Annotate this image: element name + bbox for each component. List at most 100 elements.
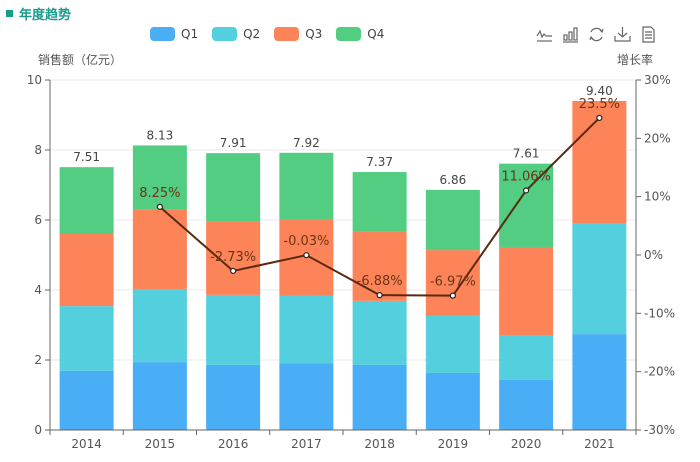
download-icon [614,27,631,42]
bar-q2-2019 [425,315,480,373]
data-view-icon [642,26,655,43]
data-labels: 7.51 8.13 7.91 7.92 7.37 6.86 7.61 9.40 8.25% -2.… [73,84,620,290]
growth-point-2017 [303,252,310,259]
legend-label-q2: Q2 [243,27,261,41]
total-label-2017: 7.92 [293,136,320,150]
total-label-2020: 7.61 [513,147,540,161]
x-tick-label: 2021 [584,437,615,451]
y-tick-label: 4 [34,283,42,297]
total-label-2015: 8.13 [147,128,174,142]
legend-label-q1: Q1 [181,27,199,41]
bar-q1-2015 [132,362,187,430]
bar-q1-2018 [352,364,407,430]
y-axis-title: 销售额（亿元） [38,53,123,67]
data-view-button[interactable] [640,26,657,43]
bar-q4-2018 [352,172,407,232]
bar-q4-2019 [425,189,480,251]
bar-q2-2020 [499,335,554,380]
growth-label-2021: 23.5% [579,97,620,112]
bar-q3-2020 [499,246,554,336]
restore-icon [589,27,604,42]
x-tick-label: 2018 [364,437,395,451]
legend-label-q4: Q4 [367,27,385,41]
legend-item-q4[interactable]: Q4 [336,27,384,41]
bar-q3-2019 [425,250,480,316]
chart-toolbar [536,26,657,43]
y2-axis-title: 增长率 [617,53,654,67]
bar-q2-2014 [59,306,114,371]
bar-q4-2014 [59,167,114,234]
x-tick-label: 2020 [511,437,542,451]
bar-q2-2016 [206,294,261,365]
line-chart-button[interactable] [536,26,553,43]
x-tick-label: 2017 [291,437,322,451]
save-image-button[interactable] [614,26,631,43]
growth-point-2019 [449,292,456,299]
restore-button[interactable] [588,26,605,43]
y-tick-label: 2 [34,353,42,367]
y-tick-label: 6 [34,213,42,227]
legend-swatch-q3 [274,27,300,41]
bar-q1-2019 [425,372,480,430]
y2-tick-label: 30% [644,73,671,87]
bar-q2-2017 [279,295,334,364]
bar-q4-2015 [132,145,187,210]
bar-chart-icon [563,27,578,43]
legend-swatch-q4 [336,27,362,41]
y2-tick-label: -30% [644,423,675,437]
legend-label-q3: Q3 [305,27,323,41]
bar-q2-2021 [572,223,627,335]
y-tick-label: 0 [34,423,42,437]
legend-item-q3[interactable]: Q3 [274,27,322,41]
bar-q4-2017 [279,152,334,219]
y2-tick-label: -20% [644,365,675,379]
bar-q3-2014 [59,234,114,307]
bar-q3-2016 [206,221,261,295]
y2-tick-label: 0% [644,248,663,262]
growth-label-2020: 11.06% [501,169,551,184]
growth-label-2015: 8.25% [139,186,180,201]
legend-item-q1[interactable]: Q1 [150,27,198,41]
bar-chart-button[interactable] [562,26,579,43]
total-label-2016: 7.91 [220,136,247,150]
growth-point-2020 [523,187,530,194]
total-label-2018: 7.37 [366,155,393,169]
growth-point-2015 [156,203,163,210]
growth-label-2017: -0.03% [283,234,329,249]
x-tick-label: 2019 [438,437,469,451]
y2-tick-label: 20% [644,131,671,145]
growth-point-2018 [376,292,383,299]
bar-q4-2020 [499,163,554,247]
bar-q1-2017 [279,363,334,430]
bar-q3-2021 [572,101,627,224]
legend: Q1 Q2 Q3 Q4 [150,27,384,41]
bar-q4-2016 [206,153,261,222]
chart-title: 年度趋势 [6,4,71,23]
bar-q2-2018 [352,300,407,365]
bar-q2-2015 [132,288,187,363]
growth-label-2016: -2.73% [210,250,256,265]
legend-swatch-q2 [212,27,238,41]
bar-q1-2016 [206,364,261,430]
bar-q1-2021 [572,334,627,430]
y2-tick-label: 10% [644,190,671,204]
axes: 0 2 4 6 8 10 -30% -20% -10% 0% 10% 20% 30% 2014 2015 20… [27,73,675,451]
title-marker-icon [6,10,13,17]
growth-label-2018: -6.88% [357,274,403,289]
total-label-2021: 9.40 [586,84,613,98]
legend-item-q2[interactable]: Q2 [212,27,260,41]
x-tick-label: 2015 [145,437,176,451]
x-tick-label: 2014 [71,437,102,451]
growth-point-2016 [230,267,237,275]
y-tick-label: 10 [27,73,42,87]
growth-point-2021 [596,114,603,122]
growth-line-series [156,114,603,299]
chart-title-text: 年度趋势 [19,8,72,23]
bar-q1-2020 [499,379,554,430]
total-label-2019: 6.86 [440,173,467,187]
legend-swatch-q1 [150,27,175,41]
total-label-2014: 7.51 [73,150,100,164]
bar-q1-2014 [59,370,114,430]
bar-series [59,101,627,430]
